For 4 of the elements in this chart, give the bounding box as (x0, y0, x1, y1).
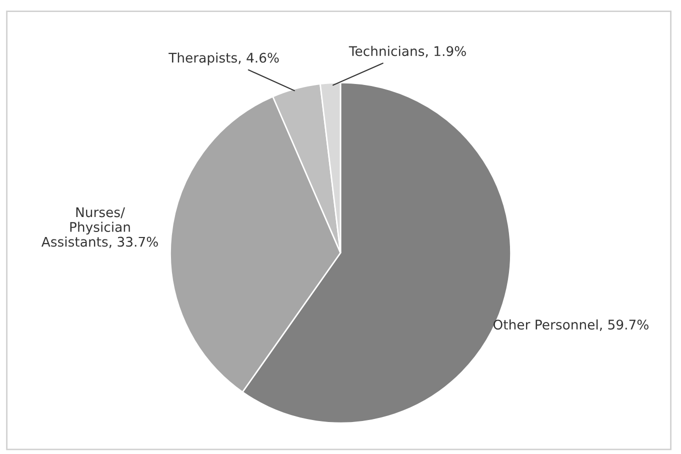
slice-label: Nurses/ Physician Assistants, 33.7% (41, 207, 158, 248)
slice-label: Other Personnel, 59.7% (494, 319, 648, 331)
slice-label: Therapists, 4.6% (168, 52, 279, 66)
slice-label: Technicians, 1.9% (348, 46, 466, 58)
